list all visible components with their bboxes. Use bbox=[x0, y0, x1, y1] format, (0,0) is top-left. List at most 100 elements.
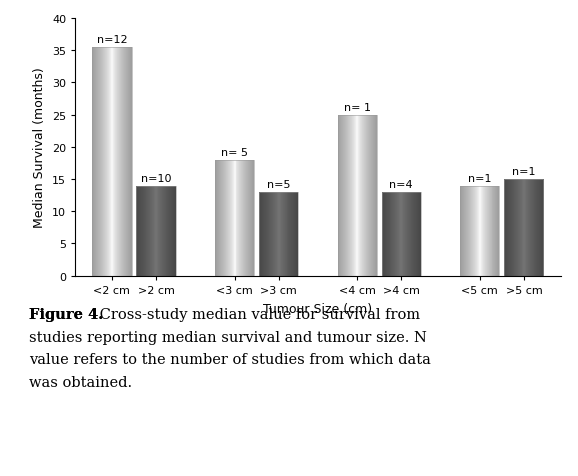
Bar bbox=[374, 115, 375, 276]
Bar bbox=[373, 115, 374, 276]
Bar bbox=[247, 160, 249, 276]
Bar bbox=[142, 186, 143, 276]
Bar bbox=[392, 192, 394, 276]
Bar bbox=[416, 192, 417, 276]
Bar bbox=[140, 186, 142, 276]
Bar bbox=[519, 180, 520, 276]
Bar bbox=[173, 186, 174, 276]
Bar bbox=[127, 48, 128, 276]
Bar bbox=[244, 160, 246, 276]
Bar bbox=[259, 192, 260, 276]
Bar bbox=[120, 48, 121, 276]
Bar bbox=[480, 186, 481, 276]
Bar bbox=[175, 186, 176, 276]
Bar bbox=[394, 192, 395, 276]
Bar bbox=[101, 48, 102, 276]
Bar bbox=[387, 192, 388, 276]
Bar bbox=[460, 186, 499, 276]
Bar bbox=[368, 115, 369, 276]
Bar bbox=[168, 186, 169, 276]
Bar bbox=[361, 115, 362, 276]
Bar bbox=[535, 180, 536, 276]
Bar bbox=[533, 180, 534, 276]
Bar bbox=[342, 115, 343, 276]
Text: studies reporting median survival and tumour size. N: studies reporting median survival and tu… bbox=[29, 330, 427, 344]
Bar bbox=[513, 180, 514, 276]
Bar bbox=[481, 186, 483, 276]
Bar bbox=[386, 192, 387, 276]
Bar bbox=[538, 180, 539, 276]
Bar bbox=[510, 180, 512, 276]
Bar bbox=[517, 180, 518, 276]
Bar bbox=[172, 186, 173, 276]
Bar bbox=[107, 48, 108, 276]
Bar bbox=[531, 180, 532, 276]
Bar bbox=[112, 48, 113, 276]
Bar bbox=[481, 186, 482, 276]
Bar bbox=[118, 48, 119, 276]
Bar bbox=[219, 160, 220, 276]
Bar bbox=[414, 192, 415, 276]
Bar bbox=[284, 192, 285, 276]
Bar bbox=[160, 186, 161, 276]
Bar bbox=[533, 180, 535, 276]
Bar bbox=[92, 48, 94, 276]
Bar bbox=[250, 160, 251, 276]
Bar bbox=[523, 180, 524, 276]
Bar bbox=[149, 186, 150, 276]
Bar bbox=[123, 48, 124, 276]
Bar bbox=[259, 192, 298, 276]
Bar bbox=[221, 160, 222, 276]
Bar bbox=[363, 115, 364, 276]
Bar bbox=[157, 186, 158, 276]
Bar bbox=[277, 192, 278, 276]
Bar bbox=[297, 192, 298, 276]
Bar bbox=[276, 192, 277, 276]
Bar bbox=[280, 192, 281, 276]
Bar bbox=[518, 180, 519, 276]
Bar bbox=[147, 186, 149, 276]
Bar bbox=[478, 186, 479, 276]
Bar bbox=[155, 186, 156, 276]
Bar bbox=[364, 115, 365, 276]
Bar bbox=[287, 192, 288, 276]
Bar bbox=[338, 115, 339, 276]
Bar bbox=[156, 186, 157, 276]
Bar bbox=[492, 186, 494, 276]
Bar bbox=[339, 115, 340, 276]
Bar bbox=[261, 192, 262, 276]
Bar bbox=[463, 186, 464, 276]
Bar bbox=[402, 192, 403, 276]
Bar bbox=[376, 115, 377, 276]
Bar bbox=[346, 115, 347, 276]
Bar bbox=[273, 192, 274, 276]
Bar bbox=[401, 192, 402, 276]
Bar bbox=[245, 160, 246, 276]
Bar bbox=[162, 186, 163, 276]
Bar bbox=[398, 192, 399, 276]
Bar bbox=[283, 192, 284, 276]
Bar bbox=[103, 48, 104, 276]
Bar bbox=[497, 186, 498, 276]
Bar bbox=[384, 192, 386, 276]
Bar bbox=[495, 186, 497, 276]
Bar bbox=[171, 186, 172, 276]
Bar bbox=[279, 192, 280, 276]
Bar bbox=[113, 48, 114, 276]
Text: n= 1: n= 1 bbox=[344, 103, 370, 113]
Bar bbox=[239, 160, 240, 276]
Bar bbox=[224, 160, 225, 276]
Bar bbox=[461, 186, 462, 276]
Text: Figure 4.: Figure 4. bbox=[29, 307, 103, 321]
Bar bbox=[508, 180, 509, 276]
Bar bbox=[516, 180, 517, 276]
Bar bbox=[338, 115, 377, 276]
Bar bbox=[138, 186, 139, 276]
Bar bbox=[474, 186, 475, 276]
Bar bbox=[225, 160, 226, 276]
Bar bbox=[543, 180, 544, 276]
Bar bbox=[217, 160, 218, 276]
Bar bbox=[151, 186, 152, 276]
Bar bbox=[106, 48, 107, 276]
Bar bbox=[542, 180, 543, 276]
